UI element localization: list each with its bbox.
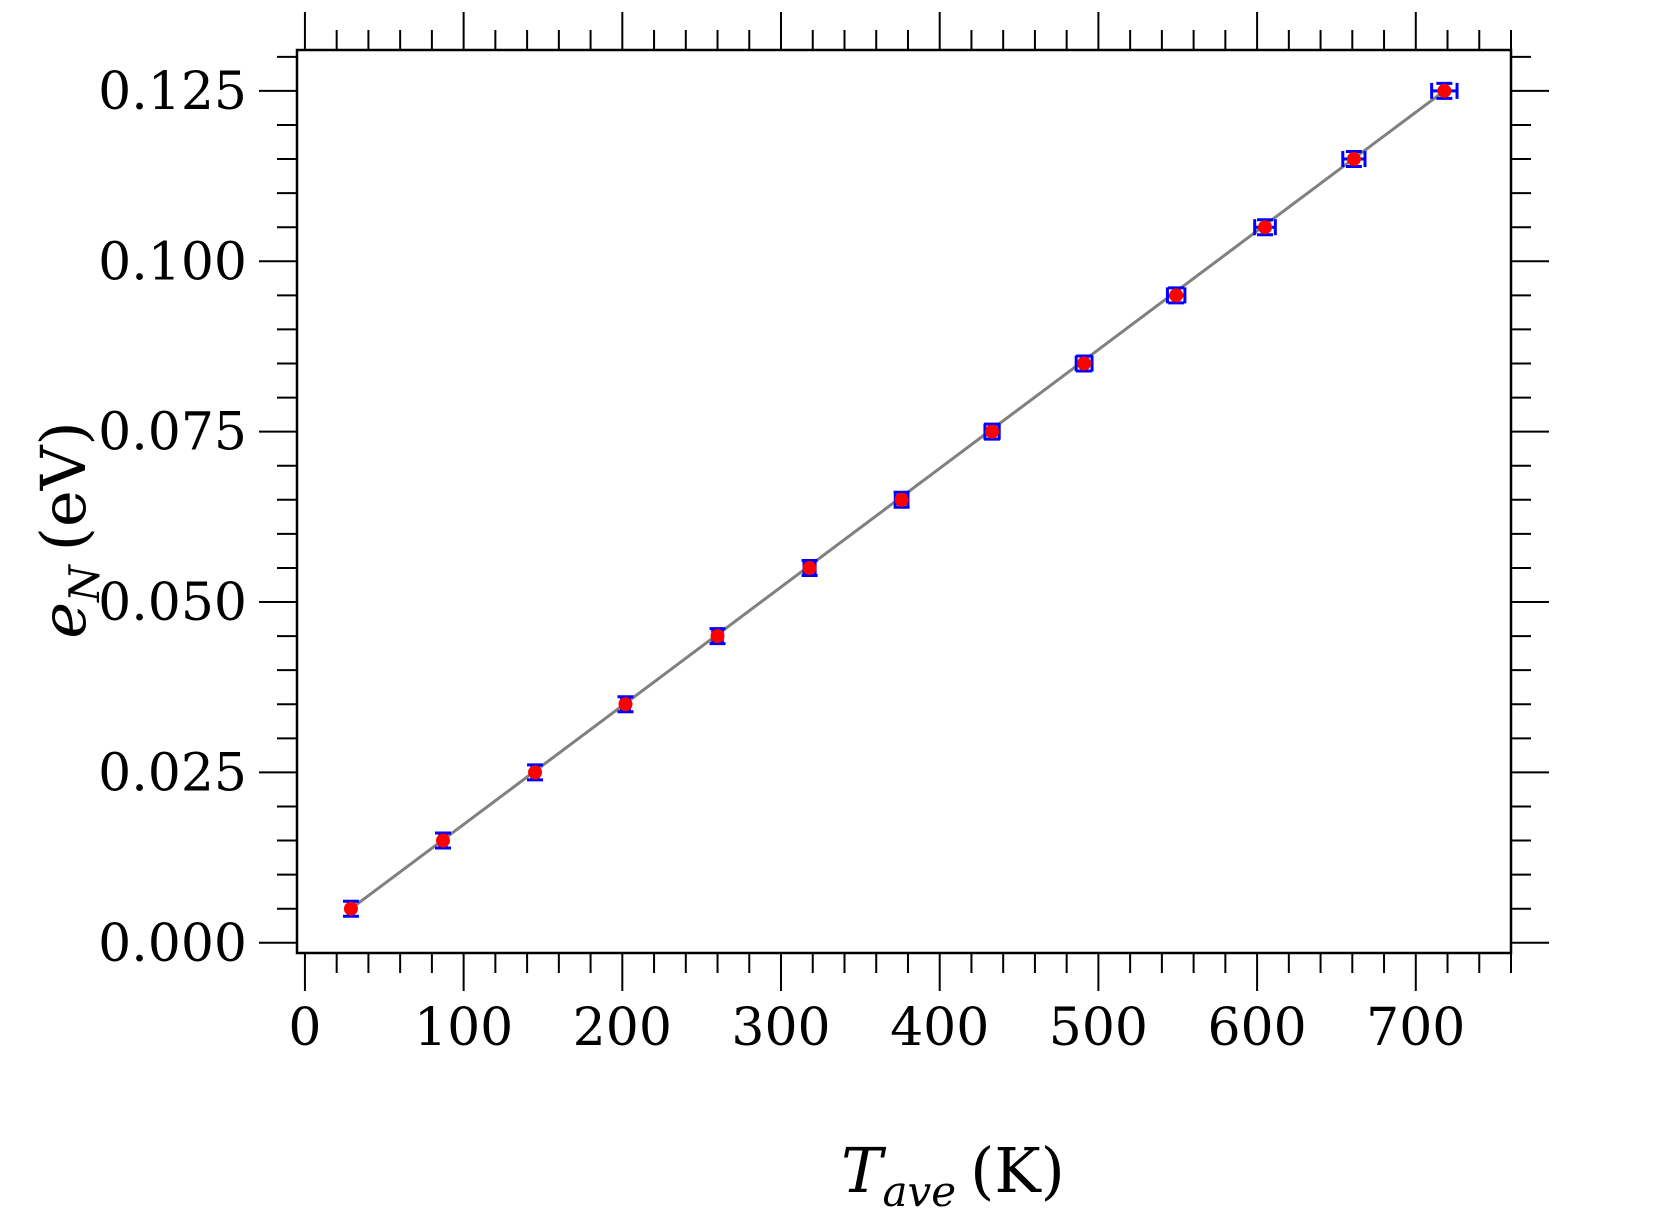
y-axis-unit: (eV): [27, 421, 100, 551]
data-point: [1074, 354, 1094, 373]
data-point: [1341, 150, 1367, 169]
data-point: [527, 763, 544, 782]
y-tick-label: 0.050: [98, 573, 247, 633]
data-point: [617, 695, 634, 714]
plot-frame: [295, 48, 1513, 955]
data-marker: [435, 833, 450, 848]
y-tick-label: 0.100: [98, 232, 247, 292]
data-point: [1253, 218, 1277, 237]
data-marker: [1258, 220, 1273, 235]
data-point: [983, 422, 1001, 441]
x-axis-symbol: T: [841, 1134, 887, 1207]
y-axis-symbol: e: [27, 602, 100, 639]
x-tick-label: 700: [1366, 998, 1465, 1058]
data-marker: [985, 424, 1000, 439]
data-marker: [1169, 288, 1184, 303]
x-axis-subscript: ave: [883, 1167, 957, 1216]
data-point: [709, 627, 726, 646]
y-tick-labels: 0.000 0.025 0.050 0.075 0.100 0.125: [98, 62, 247, 974]
y-axis-subscript: N: [60, 564, 109, 603]
x-tick-label: 600: [1207, 998, 1306, 1058]
data-points: [342, 81, 1459, 918]
data-marker: [802, 560, 817, 575]
x-tick-label: 200: [573, 998, 672, 1058]
data-marker: [1077, 356, 1092, 371]
data-marker: [710, 629, 725, 644]
data-marker: [894, 492, 909, 507]
data-point: [434, 831, 451, 850]
x-tick-label: 100: [414, 998, 513, 1058]
data-marker: [1437, 83, 1452, 98]
data-marker: [618, 697, 633, 712]
x-tick-label: 400: [890, 998, 989, 1058]
axis-ticks: [259, 12, 1549, 991]
y-tick-label: 0.075: [98, 403, 247, 463]
y-tick-label: 0.025: [98, 743, 247, 803]
y-tick-label: 0.125: [98, 62, 247, 122]
data-point: [1430, 81, 1459, 100]
data-marker: [1346, 152, 1361, 167]
x-axis-label: Tave (K): [841, 1134, 1065, 1216]
x-tick-label: 0: [288, 998, 321, 1058]
x-tick-label: 500: [1049, 998, 1148, 1058]
data-marker: [528, 765, 543, 780]
x-axis-unit: (K): [970, 1134, 1065, 1207]
data-point: [893, 490, 910, 509]
y-tick-label: 0.000: [98, 914, 247, 974]
y-axis-label: eN (eV): [27, 421, 109, 638]
x-tick-label: 300: [731, 998, 830, 1058]
x-tick-labels: 0 100 200 300 400 500 600 700: [288, 998, 1465, 1058]
data-point: [342, 899, 359, 918]
data-point: [1165, 286, 1187, 305]
data-marker: [343, 901, 358, 916]
data-point: [801, 558, 818, 577]
